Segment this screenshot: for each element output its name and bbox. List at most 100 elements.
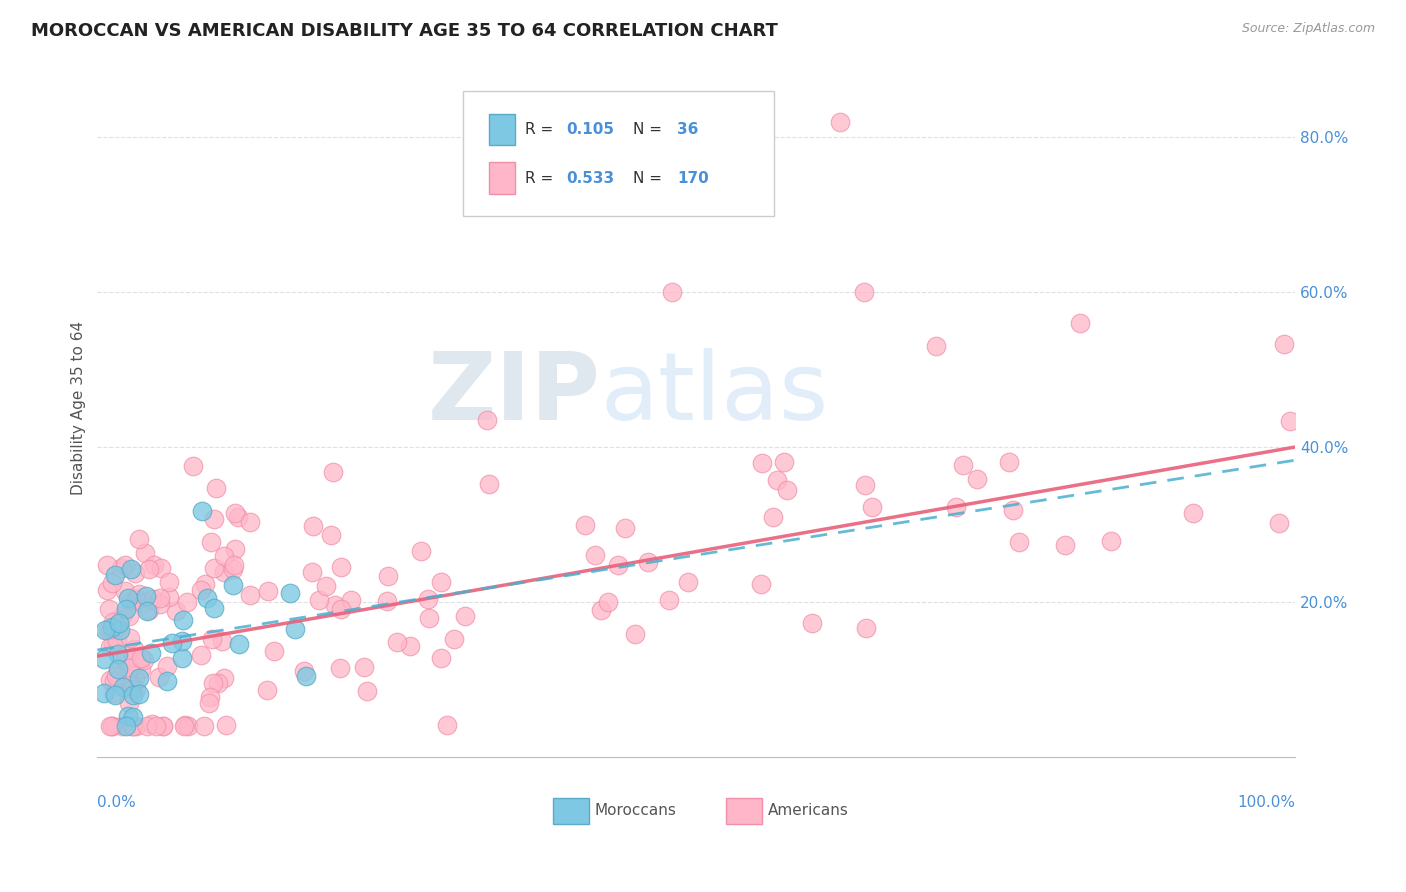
Point xyxy=(855,621,877,635)
Point xyxy=(198,690,221,704)
Point xyxy=(173,719,195,733)
Point xyxy=(574,518,596,533)
Point xyxy=(110,561,132,575)
Point xyxy=(115,719,138,733)
Text: N =: N = xyxy=(633,170,666,186)
Point xyxy=(128,671,150,685)
Point xyxy=(1069,316,1091,330)
Point xyxy=(101,719,124,733)
Point xyxy=(201,632,224,647)
Point xyxy=(160,635,183,649)
Point xyxy=(142,558,165,573)
Point xyxy=(226,509,249,524)
Point xyxy=(377,594,399,608)
Point xyxy=(239,515,262,529)
Point xyxy=(125,719,148,733)
Point xyxy=(120,678,142,692)
Text: N =: N = xyxy=(633,122,666,136)
Point xyxy=(454,608,477,623)
Point xyxy=(773,455,796,469)
Point xyxy=(1099,533,1122,548)
Point xyxy=(430,650,453,665)
Point xyxy=(152,719,174,733)
Point xyxy=(120,562,142,576)
Point xyxy=(93,652,115,666)
Point xyxy=(775,483,797,498)
Point xyxy=(202,512,225,526)
Point xyxy=(212,565,235,579)
Point xyxy=(212,671,235,685)
Point xyxy=(134,546,156,560)
Point xyxy=(93,624,115,638)
Point xyxy=(96,582,118,597)
Point xyxy=(135,589,157,603)
Point xyxy=(110,719,132,733)
Text: R =: R = xyxy=(524,122,558,136)
Point xyxy=(125,681,148,696)
Point xyxy=(385,635,408,649)
Point xyxy=(322,465,344,479)
Point xyxy=(114,652,136,666)
Point xyxy=(142,591,165,606)
Point xyxy=(398,639,420,653)
Point xyxy=(155,659,177,673)
Point xyxy=(193,719,215,733)
Point xyxy=(353,660,375,674)
Point xyxy=(124,671,146,685)
Point xyxy=(117,591,139,605)
Point xyxy=(202,600,225,615)
Text: 0.533: 0.533 xyxy=(565,170,614,186)
Point xyxy=(212,549,235,563)
Point xyxy=(1008,534,1031,549)
Point xyxy=(613,521,636,535)
Point xyxy=(377,569,399,583)
Point xyxy=(761,509,783,524)
Point xyxy=(945,500,967,515)
Point xyxy=(190,648,212,662)
Point xyxy=(114,583,136,598)
Point xyxy=(138,562,160,576)
Point xyxy=(202,561,225,575)
Point xyxy=(120,661,142,675)
Point xyxy=(114,558,136,572)
Point xyxy=(107,663,129,677)
Point xyxy=(176,595,198,609)
Point xyxy=(239,588,262,602)
Point xyxy=(177,719,200,733)
Point xyxy=(128,587,150,601)
Point xyxy=(101,620,124,634)
Text: 36: 36 xyxy=(678,122,699,136)
Point xyxy=(121,688,143,702)
Point xyxy=(101,637,124,651)
Point xyxy=(121,650,143,665)
Bar xyxy=(489,113,516,145)
Point xyxy=(801,615,824,630)
Point xyxy=(596,595,619,609)
Point xyxy=(591,603,613,617)
Point xyxy=(138,603,160,617)
Point xyxy=(356,684,378,698)
Point xyxy=(108,615,131,630)
Point xyxy=(98,719,121,733)
Point xyxy=(122,710,145,724)
Point xyxy=(1002,503,1025,517)
Point xyxy=(221,578,243,592)
Point xyxy=(202,676,225,690)
Point xyxy=(172,613,194,627)
Text: R =: R = xyxy=(524,170,558,186)
Point xyxy=(100,719,122,733)
Point xyxy=(121,681,143,696)
Point xyxy=(661,285,683,299)
Point xyxy=(678,575,700,590)
Point xyxy=(118,661,141,675)
FancyBboxPatch shape xyxy=(463,91,775,217)
Point xyxy=(110,623,132,637)
Point xyxy=(294,664,316,678)
Point xyxy=(295,669,318,683)
Text: 0.0%: 0.0% xyxy=(97,795,136,810)
Text: ZIP: ZIP xyxy=(427,348,600,441)
Point xyxy=(145,719,167,733)
Point xyxy=(117,609,139,624)
Point xyxy=(224,558,246,572)
Point xyxy=(966,472,988,486)
